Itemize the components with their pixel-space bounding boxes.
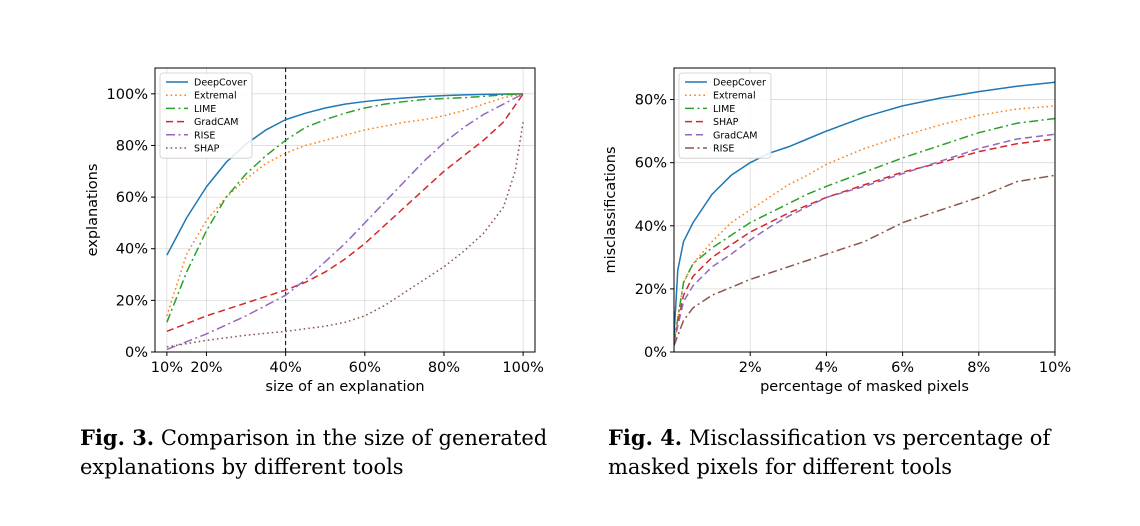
legend-label-lime: LIME	[713, 104, 735, 115]
y-tick-label: 80%	[116, 138, 148, 154]
legend-label-rise: RISE	[713, 144, 734, 155]
series-line-deepcover	[674, 81, 1055, 337]
x-tick-label: 60%	[349, 360, 381, 376]
series-line-lime	[674, 117, 1055, 343]
legend: DeepCover Extremal LIME SHAP GradCAM RISE	[678, 72, 772, 159]
x-tick-label: 10%	[151, 360, 183, 376]
legend-box	[159, 72, 253, 159]
x-axis-label: size of an explanation	[265, 379, 424, 395]
x-tick-label: 40%	[270, 360, 302, 376]
series-line-extremal	[674, 105, 1055, 343]
x-tick-label: 6%	[891, 360, 914, 376]
series-line-rise	[166, 93, 524, 351]
y-axis-label: misclassifications	[603, 146, 619, 273]
series-line-shap	[166, 122, 524, 348]
y-axis-label: explanations	[85, 164, 101, 257]
figure-3-caption-label: Fig. 3.	[80, 425, 155, 450]
x-tick-label: 8%	[967, 360, 990, 376]
x-tick-label: 80%	[428, 360, 460, 376]
y-tick-label: 40%	[116, 242, 148, 258]
y-tick-label: 60%	[635, 156, 667, 172]
y-tick-label: 0%	[644, 345, 667, 361]
series-line-gradcam	[674, 133, 1055, 343]
legend: DeepCover Extremal LIME GradCAM RISE SHAP	[159, 72, 253, 159]
x-tick-label: 20%	[190, 360, 222, 376]
legend-label-rise: RISE	[194, 130, 215, 141]
figure-4-caption-text: Misclassification vs percentage of maske…	[608, 426, 1051, 479]
legend-label-shap: SHAP	[194, 144, 220, 155]
legend-label-lime: LIME	[194, 104, 216, 115]
series-line-deepcover	[166, 93, 524, 256]
legend-label-shap: SHAP	[713, 117, 739, 128]
y-tick-label: 40%	[635, 219, 667, 235]
figure-4-caption: Fig. 4. Misclassification vs percentage …	[608, 423, 1108, 482]
figure-3-caption-text: Comparison in the size of generated expl…	[80, 426, 548, 479]
legend-label-extremal: Extremal	[713, 91, 756, 102]
y-tick-label: 80%	[635, 93, 667, 109]
legend-label-gradcam: GradCAM	[713, 130, 757, 141]
y-tick-label: 0%	[125, 345, 148, 361]
series-group	[166, 93, 524, 351]
figure-3-chart: 10% 20% 40% 60% 80% 100% 0% 20% 40% 60% 80% 100% siz…	[85, 67, 544, 395]
series-line-gradcam	[166, 93, 524, 333]
y-tick-label: 20%	[116, 293, 148, 309]
figure-3-caption: Fig. 3. Comparison in the size of genera…	[80, 423, 560, 482]
figure-4-caption-label: Fig. 4.	[608, 425, 683, 450]
x-axis-label: percentage of masked pixels	[760, 379, 969, 395]
axes-frame	[154, 67, 536, 353]
y-tick-label: 100%	[107, 87, 148, 103]
y-tick-label: 60%	[116, 190, 148, 206]
legend-label-deepcover: DeepCover	[194, 78, 247, 89]
series-line-lime	[166, 93, 524, 323]
x-tick-label: 4%	[815, 360, 838, 376]
x-tick-label: 100%	[502, 360, 543, 376]
legend-label-gradcam: GradCAM	[194, 117, 238, 128]
series-line-rise	[674, 174, 1055, 346]
x-tick-label: 2%	[739, 360, 762, 376]
legend-box	[678, 72, 772, 159]
figure-4-chart: 2% 4% 6% 8% 10% 0% 20% 40% 60% 80% percentage of m…	[603, 67, 1071, 395]
y-tick-label: 20%	[635, 282, 667, 298]
x-tick-label: 10%	[1039, 360, 1071, 376]
legend-label-extremal: Extremal	[194, 91, 237, 102]
series-line-shap	[674, 138, 1055, 343]
series-group	[674, 81, 1055, 346]
axes-frame	[673, 67, 1056, 353]
legend-label-deepcover: DeepCover	[713, 78, 766, 89]
